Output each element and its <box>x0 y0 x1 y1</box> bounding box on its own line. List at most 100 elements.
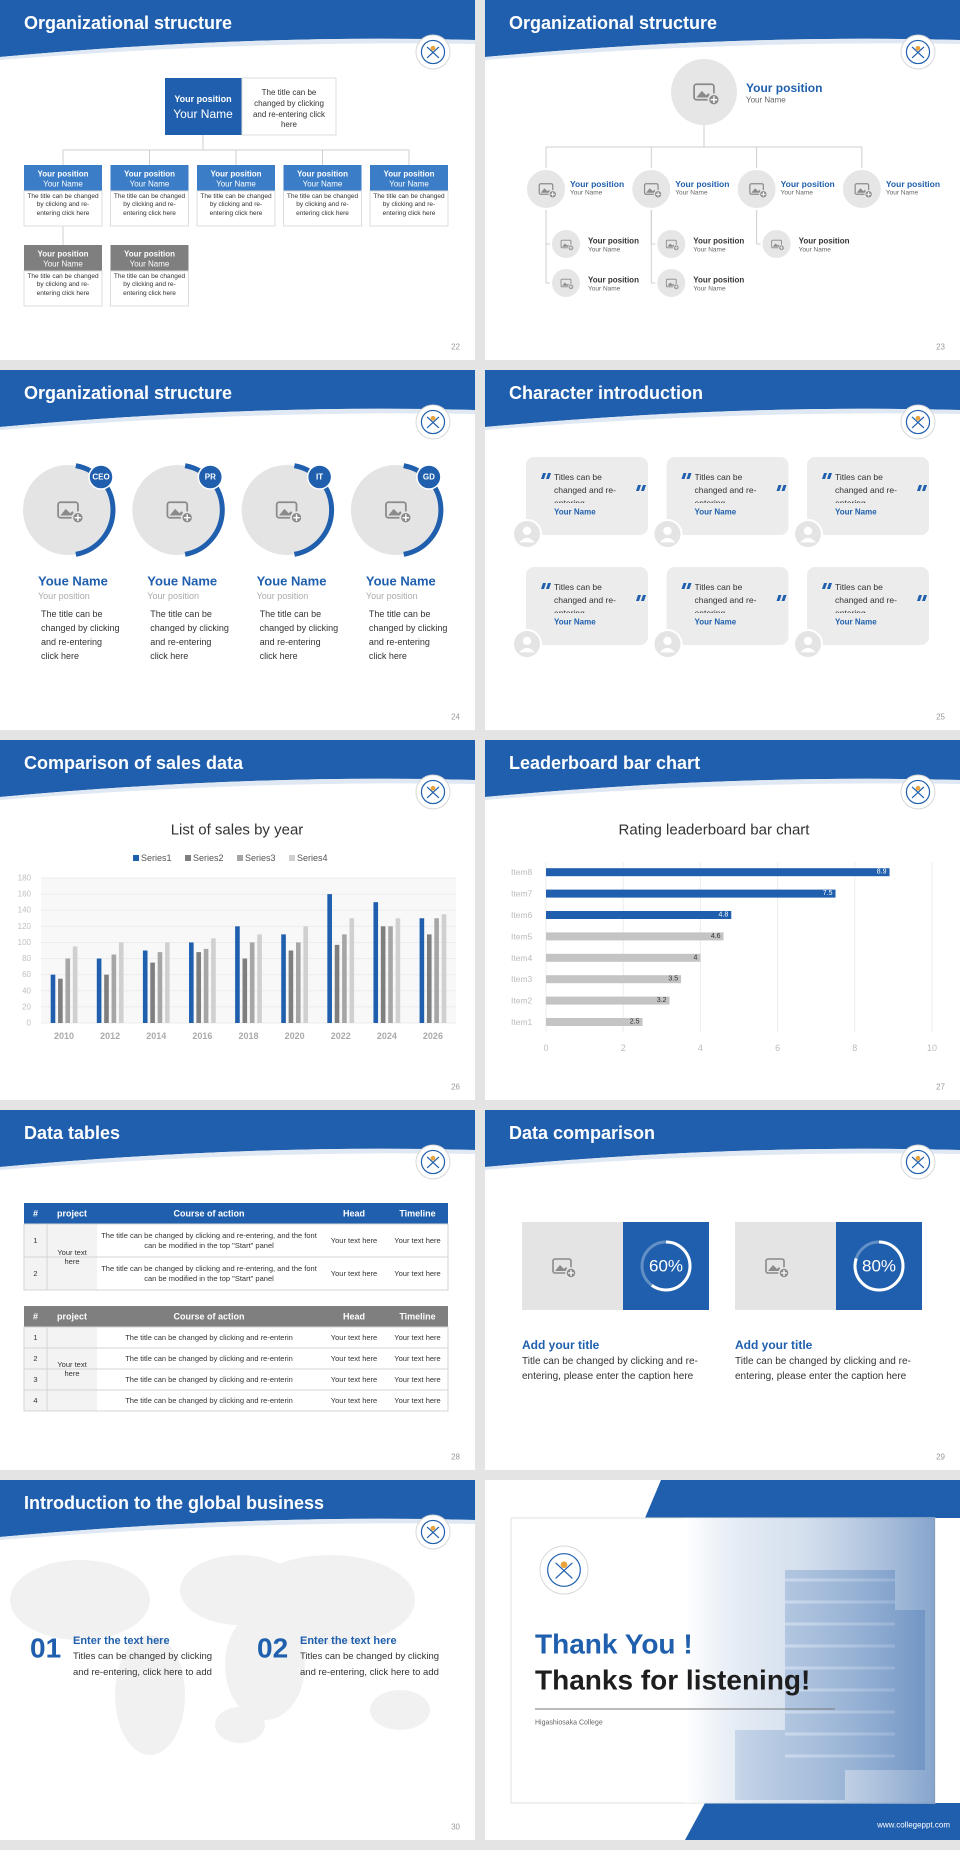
bar <box>546 911 732 919</box>
ring-value <box>853 1240 905 1292</box>
bar <box>281 934 286 1023</box>
profile-position: Your position <box>257 591 309 601</box>
logo-sun <box>430 45 436 51</box>
image-icon <box>749 183 764 195</box>
member-header <box>24 165 102 191</box>
legend-swatch <box>289 855 295 861</box>
image-icon-plus-sign <box>568 1270 574 1276</box>
profile-description-box: The title can be changed by clicking and… <box>150 609 229 661</box>
logo-sun <box>560 1561 568 1569</box>
slide: Thank You ! Thanks for listening! Higashio… <box>485 1480 960 1840</box>
comparison-text: Title can be changed by clicking and re-… <box>522 1356 698 1382</box>
member-position: Your position <box>124 250 175 259</box>
member-position: Your position <box>384 170 435 179</box>
data-label: 4.8 <box>719 912 729 919</box>
node-position: Your position <box>886 179 940 189</box>
comparison-image <box>735 1222 836 1310</box>
quote-text-box: Titles can be changed and re-entering <box>835 472 897 503</box>
image-icon <box>665 239 677 249</box>
bar <box>235 926 240 1023</box>
table-cell: 4 <box>33 1396 37 1405</box>
table-header-cell: project <box>57 1312 87 1322</box>
bar <box>419 918 425 1023</box>
bar <box>334 944 340 1023</box>
profile-position: Your position <box>366 591 418 601</box>
map-shape <box>370 1690 430 1730</box>
y-tick-label: 160 <box>18 890 32 899</box>
page-number: 28 <box>451 1453 460 1462</box>
page-number: 29 <box>936 1453 945 1462</box>
image-icon <box>166 501 189 519</box>
page-number: 26 <box>451 1083 460 1092</box>
profile-name: Youe Name <box>257 574 327 589</box>
item-title: Enter the text here <box>73 1635 170 1647</box>
table-header <box>24 1306 448 1327</box>
logo-ring <box>420 779 446 805</box>
slide-title: Leaderboard bar chart <box>509 753 700 773</box>
page-number: 30 <box>451 1823 460 1832</box>
bar <box>257 934 262 1023</box>
quote-text-box: Titles can be changed and re-entering <box>695 472 757 503</box>
image-icon-mountain <box>278 508 295 516</box>
bar <box>157 952 163 1023</box>
profile-description: The title can be changed by clicking and… <box>150 609 229 661</box>
website: www.collegeppt.com <box>876 1821 950 1830</box>
table-cell: The title can be changed by clicking and… <box>125 1353 293 1363</box>
bar <box>441 914 447 1023</box>
y-tick-label: Item3 <box>511 974 533 984</box>
page-number: 25 <box>936 713 945 722</box>
profile-photo <box>132 465 223 555</box>
child-position: Your position <box>693 276 744 285</box>
close-quote <box>636 485 646 491</box>
bar <box>546 975 682 984</box>
table-cell-box: The title can be changed by clicking and… <box>101 1264 317 1283</box>
quote-name: Your Name <box>695 618 737 627</box>
ring-label: 60% <box>649 1257 683 1276</box>
quote-text-box: Titles can be changed and re-entering <box>554 582 616 613</box>
bar <box>546 868 890 877</box>
bar <box>189 942 194 1023</box>
legend-swatch <box>133 855 139 861</box>
header-band <box>0 370 475 427</box>
profile-photo <box>23 465 113 555</box>
quote-card <box>666 567 789 645</box>
image-icon-plus-sign <box>781 1270 787 1276</box>
table-cell: Your text here <box>394 1354 440 1363</box>
node-photo <box>630 168 673 210</box>
profile-description: The title can be changed by clicking and… <box>259 609 339 661</box>
top-description-box: The title can be changed by clicking and… <box>253 88 325 129</box>
image-icon <box>665 278 677 288</box>
table-header-cell: project <box>57 1209 87 1219</box>
header-band <box>485 740 960 797</box>
y-tick-label: 100 <box>18 938 32 947</box>
bar <box>104 974 109 1023</box>
table-cell: Your text here <box>331 1375 377 1384</box>
avatar-body <box>659 647 676 653</box>
member-header <box>24 245 102 271</box>
bar <box>165 942 170 1023</box>
member-description-box <box>110 190 189 227</box>
bar <box>295 942 301 1023</box>
header-band <box>485 0 960 57</box>
image-icon-plus-sign <box>674 285 678 289</box>
node-position: Your position <box>675 179 729 189</box>
table-header-cell: Timeline <box>399 1209 435 1219</box>
logo-mark <box>911 786 925 799</box>
table-cell-box: The title can be changed by clicking and… <box>125 1353 293 1363</box>
member-header <box>283 165 362 191</box>
avatar-head <box>663 636 672 646</box>
y-tick-label: 60 <box>22 970 31 979</box>
image-icon-mountain <box>646 188 657 193</box>
member-description: The title can be changed by clicking and… <box>27 193 99 217</box>
logo-sun <box>430 1525 436 1531</box>
table-project: Your text here <box>57 1360 87 1378</box>
table-header-cell: Head <box>343 1312 365 1322</box>
table-header-cell: # <box>33 1312 38 1322</box>
image-icon-mountain <box>388 508 404 516</box>
image-icon <box>538 183 554 195</box>
image-icon-plus-sign <box>402 514 410 521</box>
logo-ring <box>905 1149 931 1175</box>
bar <box>342 934 347 1023</box>
bar <box>349 918 355 1023</box>
